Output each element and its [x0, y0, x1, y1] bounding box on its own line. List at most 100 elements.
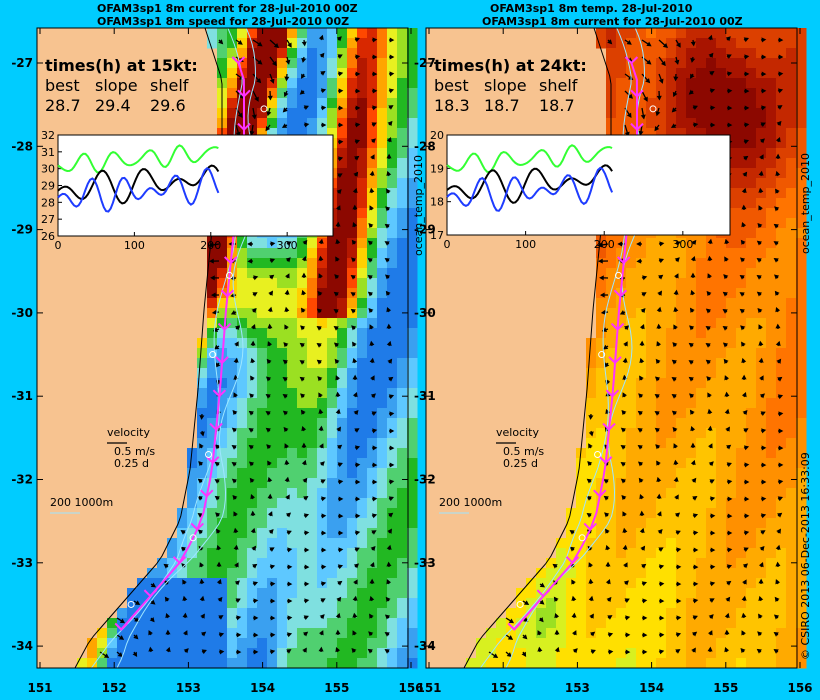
- lat-tick: -30: [11, 306, 33, 320]
- route-chevron: [237, 89, 251, 98]
- velocity-days: 0.25 d: [503, 457, 538, 470]
- times-title: times(h) at 24kt:: [434, 56, 587, 75]
- velocity-days: 0.25 d: [114, 457, 149, 470]
- inset-y-tick: 27: [41, 213, 55, 226]
- series-green: [446, 144, 613, 174]
- lat-tick: -34: [11, 639, 33, 653]
- velocity-label: velocity: [496, 426, 539, 439]
- mid-side-label: ocean_temp_2010: [412, 154, 425, 256]
- route-chevron: [172, 556, 187, 565]
- lon-tick: 151: [416, 681, 441, 695]
- route-chevron: [536, 589, 551, 598]
- series-black: [446, 164, 613, 204]
- waypoint: [209, 351, 217, 359]
- route-chevron: [624, 56, 639, 65]
- lat-tick: -33: [414, 556, 436, 570]
- lat-tick: -32: [11, 473, 33, 487]
- route-chevron: [602, 422, 616, 431]
- waypoint: [598, 351, 606, 359]
- route-chevron: [217, 322, 232, 331]
- route-chevron: [630, 122, 644, 132]
- series-green: [57, 144, 219, 174]
- route-chevron: [212, 389, 227, 398]
- right-title-line1: OFAM3sp1 8m temp. 28-Jul-2010: [490, 2, 693, 15]
- col-value-2: 18.7: [539, 96, 575, 115]
- route-chevron: [215, 356, 229, 365]
- waypoint: [260, 105, 268, 113]
- lat-tick: -28: [11, 139, 33, 153]
- lat-tick: -28: [414, 139, 436, 153]
- current-arrows: [99, 34, 395, 659]
- lat-tick: -27: [11, 56, 33, 70]
- lat-tick: -31: [414, 389, 436, 403]
- waypoint: [205, 451, 213, 459]
- inset-y-tick: 31: [41, 146, 55, 159]
- col-value-0: 18.3: [434, 96, 470, 115]
- route-chevron: [143, 589, 158, 598]
- route-chevron: [200, 489, 214, 498]
- col-label-slope: slope: [484, 76, 527, 95]
- lon-tick: 154: [639, 681, 664, 695]
- lon-tick: 151: [27, 681, 52, 695]
- waypoint: [516, 600, 524, 608]
- panel-frame: [36, 27, 409, 669]
- waypoint: [127, 600, 135, 608]
- lon-tick: 152: [102, 681, 127, 695]
- col-label-slope: slope: [95, 76, 138, 95]
- inset-x-tick: 200: [594, 238, 615, 251]
- route-chevron: [237, 122, 251, 132]
- time-series-inset: 32 31 30 29 28 27 260 100 200 300: [41, 129, 334, 252]
- route-chevron: [206, 456, 220, 465]
- right-side-label: ocean_temp_2010: [799, 152, 812, 254]
- waypoint: [578, 534, 586, 542]
- lat-tick: -29: [414, 223, 436, 237]
- inset-x-tick: 200: [200, 239, 221, 252]
- waypoint: [189, 534, 197, 542]
- route-chevron: [220, 289, 235, 298]
- route-chevron: [190, 522, 204, 531]
- current-arrows: [488, 34, 784, 659]
- inset-y-tick: 19: [430, 162, 444, 175]
- col-value-1: 29.4: [95, 96, 131, 115]
- depth-legend: 200 1000m: [50, 496, 113, 509]
- route-chevron: [599, 456, 613, 465]
- route-chevron: [610, 322, 625, 331]
- lat-tick: -31: [11, 389, 33, 403]
- inset-x-tick: 300: [672, 238, 693, 251]
- time-series-inset: 20 19 18 170 100 200 300: [430, 129, 731, 251]
- route-chevron: [593, 489, 607, 498]
- route-chevron: [114, 622, 128, 631]
- velocity-speed: 0.5 m/s: [114, 445, 155, 458]
- series-black: [57, 164, 220, 205]
- inset-y-tick: 29: [41, 180, 55, 193]
- inset-x-tick: 0: [55, 239, 62, 252]
- route-chevron: [613, 289, 628, 298]
- right-title-line2: OFAM3sp1 8m current for 28-Jul-2010 00Z: [482, 15, 743, 28]
- lon-tick: 152: [491, 681, 516, 695]
- route-chevron: [583, 522, 597, 531]
- col-value-1: 18.7: [484, 96, 520, 115]
- panel-frame: [425, 27, 798, 669]
- route-chevron: [507, 622, 521, 631]
- lon-tick: 156: [787, 681, 812, 695]
- route-chevron: [617, 256, 631, 265]
- route-chevron: [630, 89, 644, 98]
- velocity-label: velocity: [107, 426, 150, 439]
- depth-legend: 200 1000m: [439, 496, 502, 509]
- inset-y-tick: 30: [41, 163, 55, 176]
- times-title: times(h) at 15kt:: [45, 56, 198, 75]
- lat-tick: -32: [414, 473, 436, 487]
- inset-x-tick: 100: [515, 238, 536, 251]
- lon-tick: 156: [398, 681, 423, 695]
- inset-y-tick: 18: [430, 196, 444, 209]
- waypoint: [594, 451, 602, 459]
- col-value-2: 29.6: [150, 96, 186, 115]
- route-chevron: [231, 56, 246, 65]
- inset-y-tick: 26: [41, 230, 55, 243]
- inset-x-tick: 300: [277, 239, 298, 252]
- lon-tick: 155: [324, 681, 349, 695]
- credit-label: © CSIRO 2013 06-Dec-2013 16:33:09: [799, 452, 812, 660]
- route-chevron: [209, 422, 223, 431]
- col-label-best: best: [434, 76, 469, 95]
